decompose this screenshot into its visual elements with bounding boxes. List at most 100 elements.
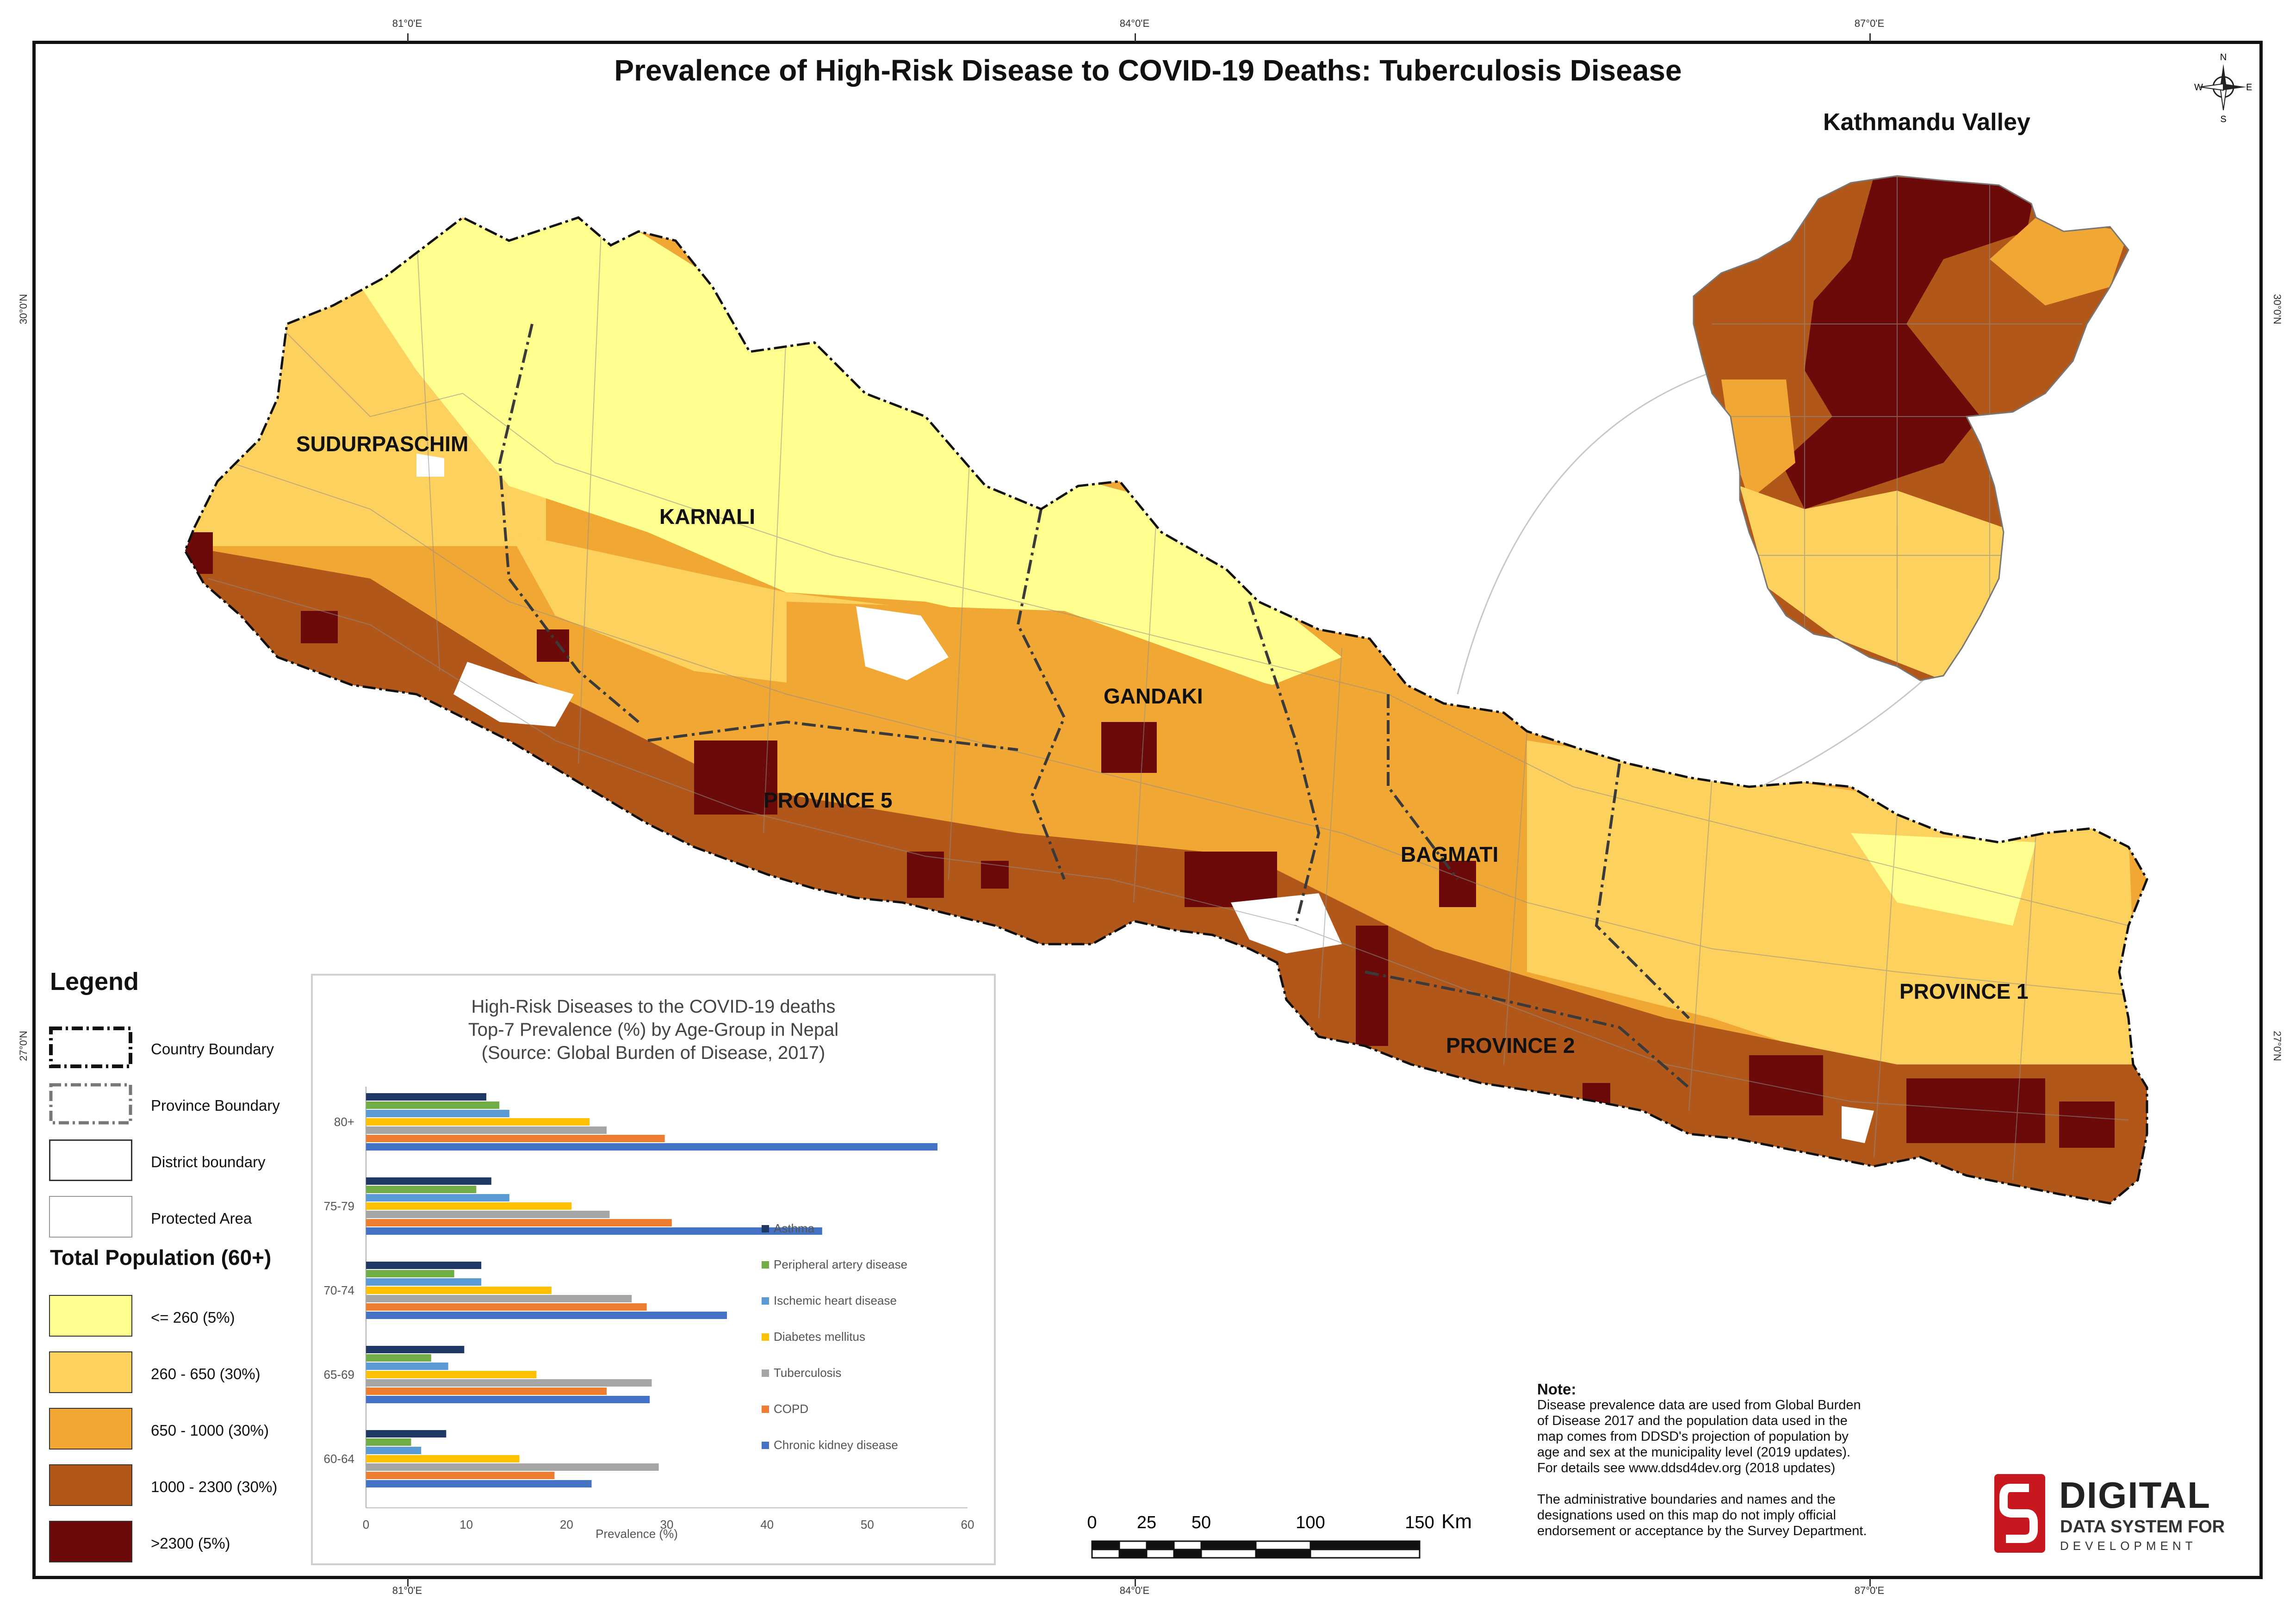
chart-legend-label: Asthma — [774, 1221, 815, 1235]
graticule-top-81: 81°0'E — [392, 18, 422, 29]
logo-name: DIGITAL — [2059, 1475, 2211, 1516]
bar-diabetes-mellitus — [366, 1371, 537, 1378]
x-tick-label: 30 — [660, 1518, 674, 1531]
graticule-top-87: 87°0'E — [1854, 18, 1885, 29]
legend-label: <= 260 (5%) — [151, 1309, 235, 1326]
note-line: map comes from DDSD's projection of popu… — [1537, 1429, 1849, 1444]
class-swatch — [49, 1521, 132, 1562]
bar-peripheral-artery-disease — [366, 1438, 411, 1446]
logo-tagline: DEVELOPMENT — [2060, 1539, 2197, 1553]
graticule-bottom-84: 84°0'E — [1119, 1585, 1150, 1596]
note-line: of Disease 2017 and the population data … — [1537, 1413, 1848, 1428]
bar-asthma — [366, 1177, 491, 1185]
bar-asthma — [366, 1346, 465, 1353]
chart-legend-label: Ischemic heart disease — [774, 1294, 897, 1307]
bar-tuberculosis — [366, 1211, 610, 1218]
compass-n: N — [2220, 52, 2227, 62]
class-swatch — [49, 1295, 132, 1337]
ddsd-logo: DIGITAL DATA SYSTEM FOR DEVELOPMENT — [1990, 1472, 2249, 1555]
x-tick-label: 40 — [760, 1518, 774, 1531]
bar-chronic-kidney-disease — [366, 1396, 650, 1403]
graticule-top-84: 84°0'E — [1119, 18, 1150, 29]
note-spacer — [1537, 1476, 1954, 1492]
chart-legend-swatch — [762, 1297, 769, 1305]
compass-e: E — [2246, 82, 2252, 93]
bar-diabetes-mellitus — [366, 1287, 552, 1294]
prevalence-bar-chart: High-Risk Diseases to the COVID-19 death… — [324, 996, 974, 1541]
bar-asthma — [366, 1262, 482, 1269]
logo-subtitle: DATA SYSTEM FOR — [2060, 1517, 2225, 1537]
province-label-karnali: KARNALI — [659, 504, 755, 529]
bar-tuberculosis — [366, 1126, 607, 1134]
class-swatch — [49, 1464, 132, 1506]
bar-asthma — [366, 1430, 447, 1437]
x-tick-label: 20 — [560, 1518, 573, 1531]
province-label-province-5: PROVINCE 5 — [763, 788, 893, 812]
province-label-province-1: PROVINCE 1 — [1899, 979, 2029, 1003]
class-swatch — [49, 1408, 132, 1450]
bar-copd — [366, 1472, 555, 1479]
graticule-tick — [407, 1578, 409, 1587]
legend-title: Legend — [50, 968, 139, 996]
bar-ischemic-heart-disease — [366, 1110, 509, 1117]
bar-peripheral-artery-disease — [366, 1270, 454, 1277]
y-category-label: 65-69 — [324, 1368, 355, 1381]
legend-label: Country Boundary — [151, 1040, 274, 1058]
bar-chronic-kidney-disease — [366, 1312, 727, 1319]
province-boundary-swatch — [49, 1083, 132, 1125]
chart-legend-label: Tuberculosis — [774, 1366, 841, 1380]
chart-legend-swatch — [762, 1369, 769, 1377]
legend-label: Province Boundary — [151, 1097, 280, 1114]
bar-tuberculosis — [366, 1295, 632, 1302]
graticule-tick — [1135, 33, 1136, 42]
x-tick-label: 60 — [961, 1518, 974, 1531]
prevalence-chart-box: High-Risk Diseases to the COVID-19 death… — [311, 974, 996, 1565]
x-axis-label: Prevalence (%) — [596, 1527, 678, 1541]
bar-chronic-kidney-disease — [366, 1143, 937, 1151]
scale-label-150: 150 — [1405, 1513, 1434, 1532]
bar-peripheral-artery-disease — [366, 1101, 500, 1109]
scale-label-25: 25 — [1137, 1513, 1156, 1532]
legend-label: District boundary — [151, 1153, 266, 1170]
note-line: age and sex at the municipality level (2… — [1537, 1445, 1851, 1460]
province-label-sudurpaschim: SUDURPASCHIM — [296, 432, 468, 456]
legend-label: 1000 - 2300 (30%) — [151, 1478, 278, 1495]
legend-label: 260 - 650 (30%) — [151, 1365, 261, 1382]
province-label-province-2: PROVINCE 2 — [1446, 1033, 1575, 1058]
map-note: Note: Disease prevalence data are used f… — [1537, 1381, 1954, 1539]
bar-copd — [366, 1219, 672, 1226]
inset-leader-line — [1457, 360, 1750, 695]
note-line: The administrative boundaries and names … — [1537, 1492, 1836, 1507]
note-line: endorsement or acceptance by the Survey … — [1537, 1524, 1867, 1538]
compass-rose-icon: N S W E — [2194, 52, 2252, 124]
scale-label-0: 0 — [1087, 1513, 1097, 1532]
bar-diabetes-mellitus — [366, 1455, 520, 1462]
bar-ischemic-heart-disease — [366, 1363, 448, 1370]
chart-legend-swatch — [762, 1406, 769, 1413]
bar-asthma — [366, 1093, 486, 1101]
legend-label: 650 - 1000 (30%) — [151, 1422, 269, 1439]
province-label-gandaki: GANDAKI — [1104, 684, 1203, 708]
scale-label-50: 50 — [1191, 1513, 1211, 1532]
y-category-label: 80+ — [334, 1115, 354, 1129]
bar-diabetes-mellitus — [366, 1118, 590, 1126]
graticule-bottom-81: 81°0'E — [392, 1585, 422, 1596]
chart-title-line-1: High-Risk Diseases to the COVID-19 death… — [472, 996, 836, 1017]
x-tick-label: 50 — [861, 1518, 874, 1531]
chart-legend-label: COPD — [774, 1402, 808, 1416]
note-line: Disease prevalence data are used from Gl… — [1537, 1398, 1861, 1412]
bar-copd — [366, 1388, 607, 1395]
ddsd-logo-icon — [1994, 1474, 2045, 1553]
bar-chronic-kidney-disease — [366, 1480, 592, 1487]
legend: Legend Country Boundary Province Boundar… — [46, 967, 305, 1569]
bar-tuberculosis — [366, 1463, 659, 1471]
bar-copd — [366, 1303, 647, 1311]
scale-label-100: 100 — [1296, 1513, 1325, 1532]
bar-peripheral-artery-disease — [366, 1186, 477, 1193]
bar-ischemic-heart-disease — [366, 1278, 482, 1286]
y-category-label: 70-74 — [324, 1283, 355, 1297]
chart-legend-swatch — [762, 1261, 769, 1269]
bar-tuberculosis — [366, 1379, 652, 1387]
graticule-tick — [1869, 1578, 1871, 1587]
bar-diabetes-mellitus — [366, 1202, 572, 1210]
